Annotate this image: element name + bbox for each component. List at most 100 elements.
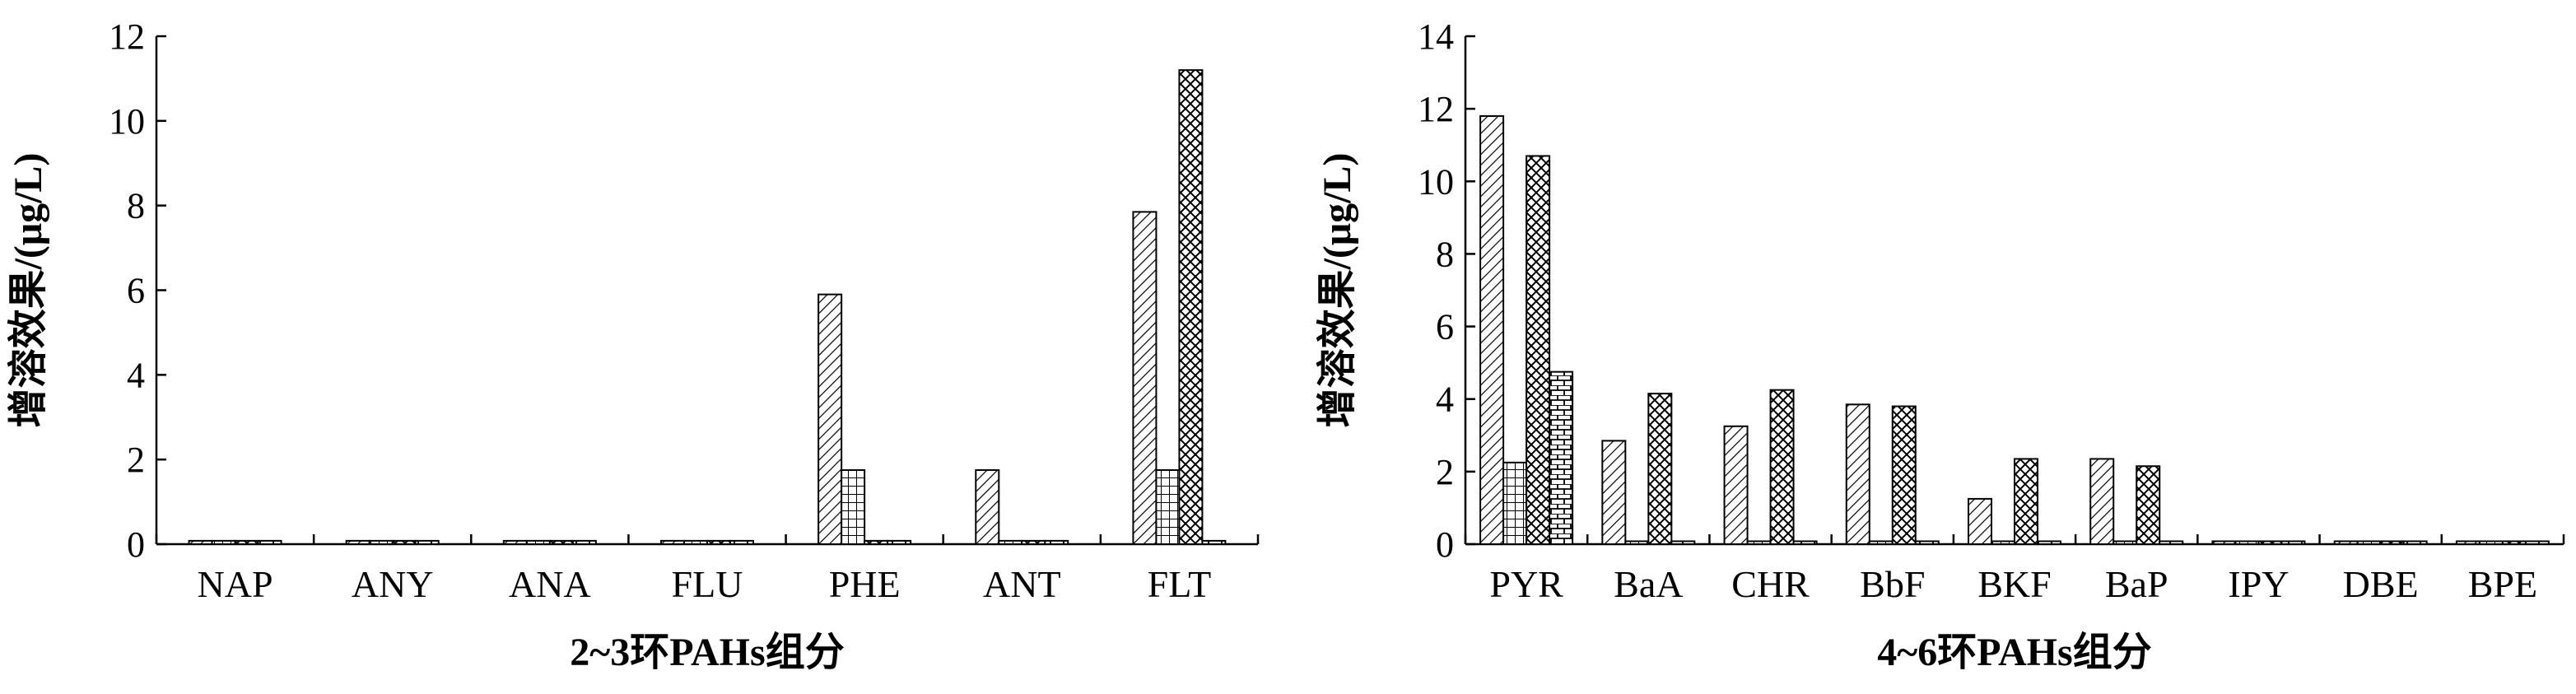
bar-ana-series-2 bbox=[525, 539, 551, 545]
x-tick-label: CHR bbox=[1731, 563, 1810, 605]
bar-any-series-1 bbox=[345, 539, 370, 545]
chart-panel-left: 0 2 4 6 8 10 12 NAP ANY ANA FLU PHE ANT FLT 2~3环PAHs组分… bbox=[7, 16, 1260, 674]
bar-bkf-series-4 bbox=[2037, 540, 2061, 546]
bar-nap-series-2 bbox=[211, 539, 236, 545]
bar-pyr-series-3 bbox=[1526, 155, 1551, 546]
x-tick-label: FLU bbox=[672, 563, 743, 605]
bar-ant-series-2 bbox=[998, 539, 1023, 545]
x-tick-label: DBE bbox=[2343, 563, 2419, 605]
bar-pyr-series-4 bbox=[1549, 370, 1574, 545]
bar-nap-series-3 bbox=[234, 539, 259, 545]
bar-bpe-series-2 bbox=[2478, 540, 2504, 546]
y-tick-label: 12 bbox=[109, 16, 145, 57]
bar-ana-series-4 bbox=[571, 539, 597, 545]
y-tick-label: 12 bbox=[1418, 89, 1454, 129]
bar-any-series-2 bbox=[368, 539, 394, 545]
bar-phe-series-3 bbox=[864, 539, 889, 545]
bar-bkf-series-2 bbox=[1991, 540, 2015, 546]
x-tick-label: IPY bbox=[2228, 563, 2289, 605]
y-tick-label: 0 bbox=[127, 524, 145, 565]
bar-bkf-series-3 bbox=[2014, 458, 2038, 545]
x-axis-title: 4~6环PAHs组分 bbox=[1877, 631, 2151, 674]
y-tick-label: 10 bbox=[1418, 161, 1454, 202]
bar-bpe-series-4 bbox=[2524, 540, 2550, 546]
bar-dbe-series-4 bbox=[2402, 540, 2428, 546]
bar-flt-series-1 bbox=[1132, 211, 1158, 545]
bar-ipy-series-2 bbox=[2234, 540, 2260, 546]
bar-ipy-series-1 bbox=[2211, 540, 2237, 546]
bar-ant-series-1 bbox=[975, 469, 1000, 545]
y-tick-label: 6 bbox=[127, 271, 145, 311]
bar-phe-series-1 bbox=[818, 293, 843, 545]
bar-bbf-series-4 bbox=[1914, 540, 1940, 546]
bar-chr-series-4 bbox=[1792, 540, 1818, 546]
x-tick-label: NAP bbox=[198, 563, 273, 605]
bar-baa-series-1 bbox=[1601, 440, 1627, 545]
x-tick-label: BaP bbox=[2105, 563, 2168, 605]
bar-ana-series-1 bbox=[502, 539, 528, 545]
bar-bpe-series-3 bbox=[2501, 540, 2527, 546]
x-tick-label: PYR bbox=[1489, 563, 1563, 605]
y-tick-label: 14 bbox=[1418, 16, 1454, 57]
bar-bap-series-4 bbox=[2159, 540, 2184, 546]
y-tick-label: 4 bbox=[1436, 380, 1454, 420]
y-axis-title: 增溶效果/(μg/L) bbox=[1316, 153, 1359, 428]
bar-dbe-series-2 bbox=[2356, 540, 2382, 546]
bar-ipy-series-4 bbox=[2280, 540, 2306, 546]
bar-phe-series-4 bbox=[887, 539, 912, 545]
bar-flt-series-3 bbox=[1178, 69, 1204, 545]
bar-flu-series-1 bbox=[660, 539, 685, 545]
bar-dbe-series-3 bbox=[2379, 540, 2405, 546]
x-tick-label: BaA bbox=[1614, 563, 1683, 605]
x-tick-label: ANA bbox=[509, 563, 591, 605]
bar-baa-series-4 bbox=[1670, 540, 1696, 546]
bar-chr-series-1 bbox=[1723, 425, 1749, 546]
bar-ant-series-4 bbox=[1044, 539, 1069, 545]
x-tick-label: ANY bbox=[352, 563, 434, 605]
bar-nap-series-1 bbox=[188, 539, 213, 545]
y-tick-label: 6 bbox=[1436, 307, 1454, 347]
bar-baa-series-2 bbox=[1624, 540, 1650, 546]
y-tick-label: 2 bbox=[127, 440, 145, 480]
bar-bap-series-3 bbox=[2136, 465, 2161, 545]
bar-flu-series-3 bbox=[706, 539, 731, 545]
x-tick-label: FLT bbox=[1148, 563, 1212, 605]
x-tick-label: BKF bbox=[1977, 563, 2051, 605]
bar-any-series-3 bbox=[391, 539, 417, 545]
bar-baa-series-3 bbox=[1647, 393, 1673, 545]
x-tick-label: BbF bbox=[1860, 563, 1925, 605]
y-tick-label: 4 bbox=[127, 355, 145, 395]
bar-ipy-series-3 bbox=[2257, 540, 2283, 546]
bar-bpe-series-1 bbox=[2455, 540, 2481, 546]
bar-bbf-series-3 bbox=[1891, 405, 1917, 545]
x-tick-label: BPE bbox=[2468, 563, 2537, 605]
bar-phe-series-2 bbox=[841, 469, 866, 545]
bar-bap-series-2 bbox=[2113, 540, 2138, 546]
y-tick-label: 2 bbox=[1436, 452, 1454, 492]
bar-bap-series-1 bbox=[2089, 458, 2115, 545]
x-tick-label: PHE bbox=[829, 563, 901, 605]
bar-chr-series-3 bbox=[1769, 389, 1795, 546]
y-tick-label: 8 bbox=[1436, 234, 1454, 274]
y-tick-label: 0 bbox=[1436, 524, 1454, 565]
bar-ana-series-3 bbox=[548, 539, 574, 545]
bar-flu-series-2 bbox=[683, 539, 708, 545]
x-tick-label: ANT bbox=[983, 563, 1061, 605]
y-axis-title: 增溶效果/(μg/L) bbox=[7, 153, 50, 428]
y-tick-label: 8 bbox=[127, 186, 145, 226]
bar-flu-series-4 bbox=[729, 539, 754, 545]
bar-flt-series-2 bbox=[1155, 469, 1181, 545]
bar-dbe-series-1 bbox=[2333, 540, 2359, 546]
bar-any-series-4 bbox=[414, 539, 440, 545]
bar-flt-series-4 bbox=[1201, 539, 1227, 545]
bar-pyr-series-2 bbox=[1502, 461, 1528, 546]
bar-pyr-series-1 bbox=[1479, 114, 1505, 545]
bar-bbf-series-1 bbox=[1845, 403, 1870, 546]
bar-chr-series-2 bbox=[1746, 540, 1772, 546]
bar-bbf-series-2 bbox=[1868, 540, 1894, 546]
y-tick-label: 10 bbox=[109, 101, 145, 142]
bar-bkf-series-1 bbox=[1968, 497, 1992, 545]
x-axis-title: 2~3环PAHs组分 bbox=[570, 631, 844, 674]
chart-panel-right: 0 2 4 6 8 10 12 14 PYR BaA CHR BbF BKF BaP IPY DBE BPE 4~… bbox=[1316, 16, 2565, 674]
